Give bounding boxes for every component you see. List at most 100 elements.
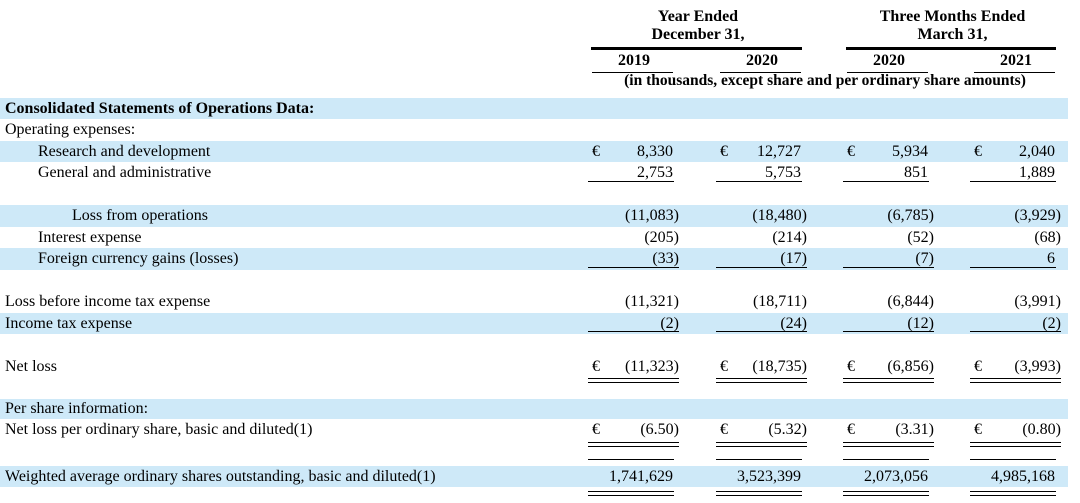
euro-currency-symbol: €	[720, 421, 728, 438]
value-text: (17)	[780, 250, 807, 267]
value-text: (3,991)	[1014, 293, 1061, 310]
row-label: Loss before income tax expense	[5, 293, 211, 310]
value-cell: € (11,323)	[588, 356, 680, 383]
value-text: (6.50)	[640, 421, 679, 438]
euro-currency-symbol: €	[592, 358, 600, 375]
row-label: Operating expenses:	[5, 121, 136, 138]
value-text: 2,073,056	[864, 468, 928, 485]
table-header: Year Ended December 31, Three Months End…	[0, 0, 1080, 98]
value-cell: (3,991)	[970, 291, 1062, 313]
year-column-header: 2020	[716, 52, 808, 73]
euro-currency-symbol: €	[974, 358, 982, 375]
value-cell: € (3.31)	[843, 419, 935, 447]
value-cell: (68)	[970, 227, 1062, 248]
row-label: Per share information:	[5, 400, 149, 417]
group-underline	[846, 47, 1056, 50]
year-column-header: 2019	[588, 52, 680, 73]
row-label: Loss from operations	[72, 207, 208, 224]
value-text: 851	[904, 164, 928, 181]
value-text: (6,856)	[887, 358, 934, 375]
value-cell: (18,711)	[716, 291, 808, 313]
value-text: (52)	[907, 229, 934, 246]
year-column-header: 2020	[843, 52, 935, 73]
row-label: Net loss	[5, 358, 57, 375]
value-cell: 851	[843, 162, 935, 184]
euro-currency-symbol: €	[720, 143, 728, 160]
value-text: (214)	[772, 229, 807, 246]
value-text: 3,523,399	[737, 468, 801, 485]
value-text: 8,330	[637, 143, 673, 160]
value-cell: € (6,856)	[843, 356, 935, 383]
row-label: General and administrative	[38, 164, 212, 181]
group-title-line2: December 31,	[651, 26, 745, 43]
table-row: General and administrative 2,753 5,753 851 1…	[0, 162, 1068, 184]
value-text: (3.31)	[895, 421, 934, 438]
value-text: 2,753	[637, 164, 673, 181]
value-cell: 2,073,056	[843, 459, 935, 496]
column-group-year-ended: Year Ended December 31,	[588, 8, 808, 50]
table-row: Net loss € (11,323) € (18,735) € (6,856) € (3,99…	[0, 356, 1068, 383]
table-row: Loss before income tax expense (11,321) (1…	[0, 291, 1068, 313]
value-text: (33)	[652, 250, 679, 267]
units-note: (in thousands, except share and per ordi…	[624, 72, 1026, 89]
value-cell: € (0.80)	[970, 419, 1062, 447]
value-cell: (17)	[716, 248, 808, 270]
value-cell: 6	[970, 248, 1062, 270]
value-text: 1,889	[1019, 164, 1055, 181]
value-cell: 4,985,168	[970, 459, 1062, 496]
value-text: (18,711)	[752, 293, 807, 310]
row-label: Weighted average ordinary shares outstan…	[5, 468, 436, 485]
value-text: (3,929)	[1014, 207, 1061, 224]
value-text: (7)	[915, 250, 934, 267]
euro-currency-symbol: €	[592, 143, 600, 160]
value-text: (18,735)	[752, 358, 807, 375]
table-row: Consolidated Statements of Operations Da…	[0, 98, 1068, 119]
value-cell: € (5.32)	[716, 419, 808, 447]
value-text: 1,741,629	[609, 468, 673, 485]
value-text: (11,323)	[624, 358, 679, 375]
euro-currency-symbol: €	[847, 358, 855, 375]
value-cell: (24)	[716, 313, 808, 334]
spacer-row	[0, 184, 1068, 205]
value-text: (68)	[1034, 229, 1061, 246]
value-cell: 3,523,399	[716, 459, 808, 496]
value-cell: (214)	[716, 227, 808, 248]
group-title-line1: Three Months Ended	[879, 8, 1026, 25]
euro-currency-symbol: €	[720, 358, 728, 375]
value-cell: € (18,735)	[716, 356, 808, 383]
euro-currency-symbol: €	[974, 143, 982, 160]
value-cell: (2)	[588, 313, 680, 334]
table-row: Interest expense (205) (214) (52) (68)	[0, 227, 1068, 248]
value-cell: €5,934	[843, 141, 935, 162]
value-text: 2,040	[1019, 143, 1055, 160]
value-text: (0.80)	[1022, 421, 1061, 438]
table-row: Loss from operations (11,083) (18,480) (6,7…	[0, 205, 1068, 227]
value-cell: (11,083)	[588, 205, 680, 227]
value-cell: €2,040	[970, 141, 1062, 162]
value-text: (11,321)	[624, 293, 679, 310]
row-label: Net loss per ordinary share, basic and d…	[5, 421, 313, 438]
group-title-line2: March 31,	[917, 26, 988, 43]
value-cell: € (3,993)	[970, 356, 1062, 383]
spacer-row	[0, 334, 1068, 356]
value-cell: (2)	[970, 313, 1062, 334]
row-label: Foreign currency gains (losses)	[38, 250, 239, 267]
value-cell: (6,844)	[843, 291, 935, 313]
table-row: Foreign currency gains (losses) (33) (17) (…	[0, 248, 1068, 270]
table-row: Weighted average ordinary shares outstan…	[0, 459, 1068, 496]
row-label: Interest expense	[38, 229, 142, 246]
euro-currency-symbol: €	[592, 421, 600, 438]
value-text: 5,934	[892, 143, 928, 160]
value-cell: (11,321)	[588, 291, 680, 313]
value-text: (3,993)	[1014, 358, 1061, 375]
row-label: Income tax expense	[5, 315, 133, 332]
group-title-line1: Year Ended	[657, 8, 739, 25]
value-cell: (7)	[843, 248, 935, 270]
value-text: 12,727	[757, 143, 801, 160]
value-text: (18,480)	[752, 207, 807, 224]
spacer-row	[0, 270, 1068, 291]
value-text: (5.32)	[768, 421, 807, 438]
value-text: (205)	[644, 229, 679, 246]
value-text: (11,083)	[624, 207, 679, 224]
